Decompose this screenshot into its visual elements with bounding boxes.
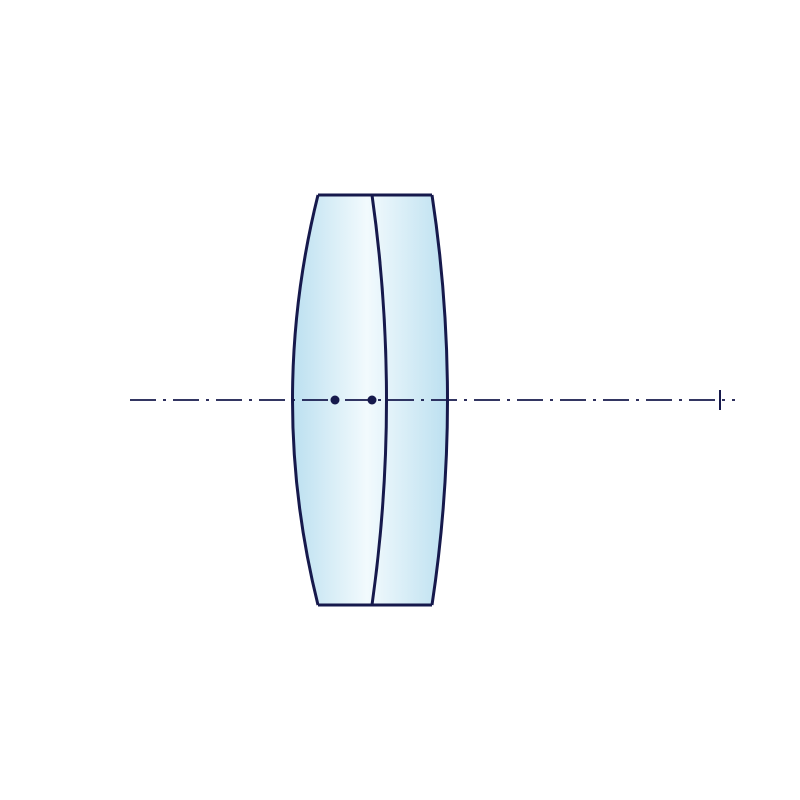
principal-point-pp — [368, 396, 377, 405]
principal-point-p — [331, 396, 340, 405]
